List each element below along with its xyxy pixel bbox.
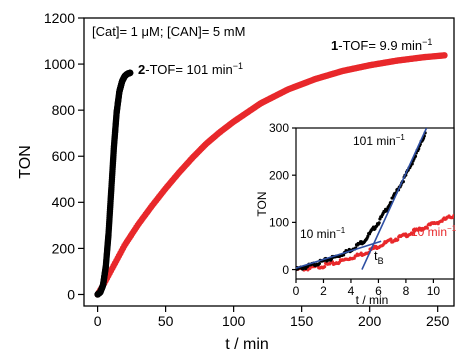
y-tick-label: 1200 [44, 10, 75, 26]
inset-data-point [366, 234, 370, 238]
inset-y-tick-label: 200 [269, 168, 289, 182]
inset-x-tick-label: 0 [293, 284, 300, 298]
inset-data-point [317, 261, 322, 266]
y-tick-label: 200 [52, 240, 76, 256]
inset-data-point [404, 232, 408, 236]
series-2-label: 2-TOF= 101 min−1 [138, 61, 243, 77]
inset-y-tick-label: 100 [269, 216, 289, 230]
inset-data-point [389, 237, 393, 241]
x-axis-title: t / min [225, 336, 269, 353]
x-tick-label: 250 [426, 313, 450, 329]
inset-x-axis-title: t / min [356, 293, 389, 307]
inset-y-axis-title: TON [255, 191, 269, 216]
inset-fit-line [296, 240, 382, 269]
inset-x-tick-label: 2 [320, 284, 327, 298]
inset-x-tick-label: 10 [427, 284, 441, 298]
y-tick-label: 800 [52, 102, 76, 118]
inset-slope-left-text: 10 min [300, 227, 336, 241]
inset-data-point [452, 213, 454, 218]
series-1-label-bold: 1 [331, 38, 338, 53]
series-1-label: 1-TOF= 9.9 min−1 [331, 37, 432, 53]
x-tick-label: 150 [290, 313, 314, 329]
y-tick-label: 400 [52, 194, 76, 210]
inset-slope-left-label: 10 min−1 [300, 226, 346, 241]
y-axis-title: TON [17, 145, 34, 178]
inset-data-point [396, 238, 400, 242]
inset-fit-line [361, 128, 428, 270]
inset-x-tick-label: 8 [403, 284, 410, 298]
conditions-annotation: [Cat]= 1 μM; [CAN]= 5 mM [92, 24, 245, 39]
y-tick-label: 0 [67, 286, 75, 302]
inset-tb-label: tB [374, 248, 384, 266]
inset-data-point [410, 231, 415, 236]
inset-x-tick-label: 4 [348, 284, 355, 298]
x-tick-label: 50 [158, 313, 174, 329]
data-point [441, 52, 448, 59]
inset-slope-right-text: 10 min [411, 225, 447, 239]
inset-y-tick-label: 300 [269, 121, 289, 135]
series-2-label-text: -TOF= 101 min [145, 62, 233, 77]
y-tick-label: 1000 [44, 56, 75, 72]
x-tick-label: 200 [358, 313, 382, 329]
inset-slope-top-sup: −1 [396, 133, 406, 142]
inset-y-tick-label: 0 [282, 263, 289, 277]
inset-slope-right-sup: −1 [447, 224, 457, 233]
inset-tb-sub: B [378, 256, 384, 266]
inset-data-point [410, 162, 414, 166]
y-tick-label: 600 [52, 148, 76, 164]
series-1-label-text: -TOF= 9.9 min [338, 38, 422, 53]
x-tick-label: 0 [94, 313, 102, 329]
inset-data-point [323, 265, 327, 269]
series-2-label-sup: −1 [233, 61, 243, 71]
inset-slope-left-sup: −1 [336, 226, 346, 235]
series-1-label-sup: −1 [422, 37, 432, 47]
inset-x-tick-label: 6 [375, 284, 382, 298]
data-point [127, 69, 134, 77]
inset-slope-top-label: 101 min−1 [353, 133, 405, 148]
x-tick-label: 100 [222, 313, 246, 329]
inset-tb-main: t [374, 248, 378, 263]
inset-data-point [377, 221, 381, 225]
inset-slope-right-label: 10 min−1 [411, 224, 457, 239]
series-2-label-bold: 2 [138, 62, 145, 77]
inset-slope-top-text: 101 min [353, 134, 396, 148]
inset-plot-frame [295, 127, 455, 280]
inset-data-point [425, 226, 429, 230]
series-black [94, 69, 134, 298]
